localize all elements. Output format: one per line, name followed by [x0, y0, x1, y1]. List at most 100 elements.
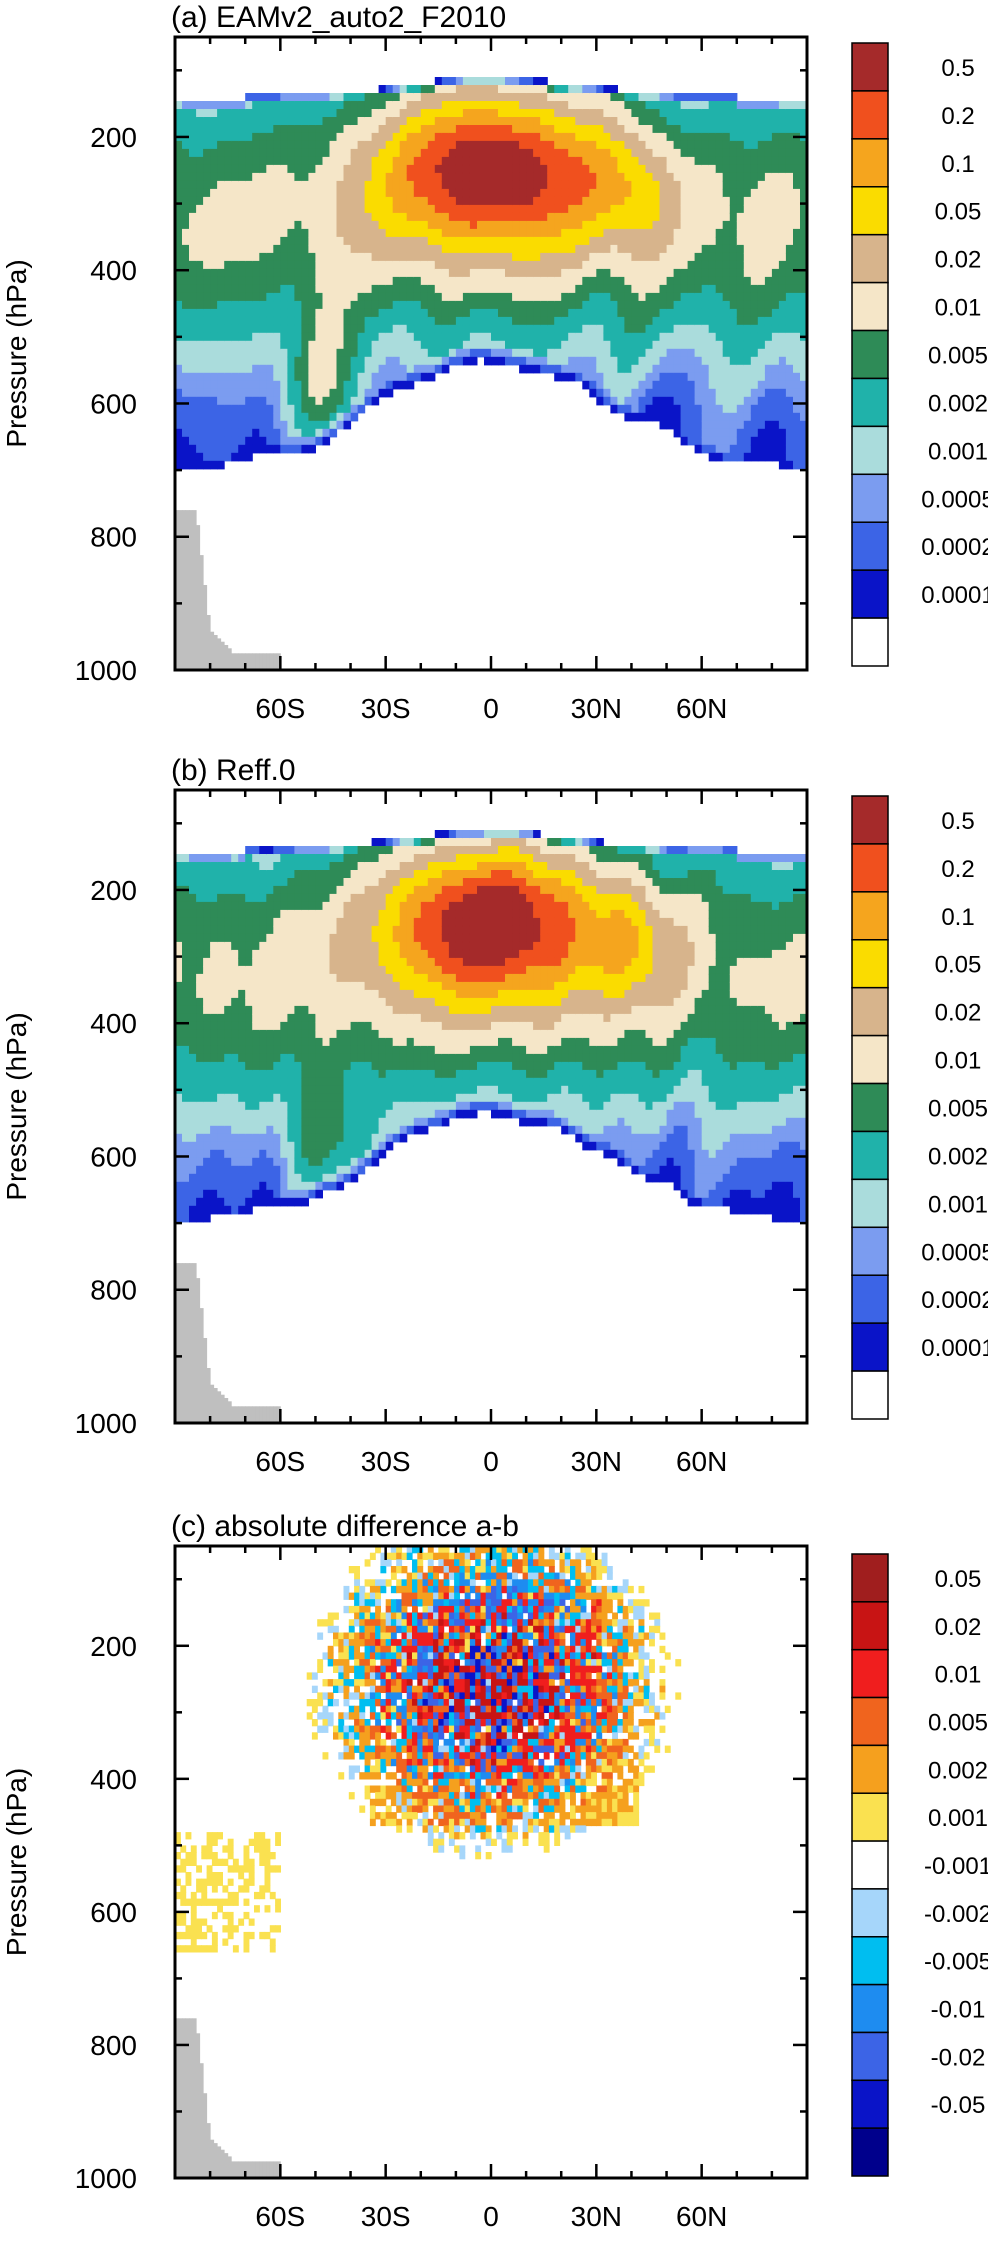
field-cell: [343, 949, 352, 959]
field-cell: [322, 332, 331, 342]
field-cell: [210, 925, 218, 935]
field-cell: [434, 236, 443, 246]
field-cell: [434, 356, 443, 366]
field-cell: [315, 1069, 323, 1079]
field-cell: [315, 1013, 323, 1023]
field-cell: [708, 212, 717, 222]
field-cell: [245, 1013, 253, 1023]
field-cell: [399, 316, 408, 326]
field-cell: [736, 340, 745, 350]
field-cell: [196, 1189, 204, 1199]
field-cell: [652, 348, 661, 358]
field-cell: [294, 212, 302, 222]
field-cell: [196, 140, 204, 150]
field-cell: [392, 101, 401, 110]
field-cell: [301, 1157, 309, 1167]
field-cell: [217, 1013, 225, 1023]
field-cell: [301, 965, 309, 975]
field-cell: [196, 1093, 204, 1103]
field-cell: [420, 180, 429, 190]
field-cell: [582, 125, 590, 134]
field-cell: [182, 973, 190, 983]
field-cell: [519, 148, 527, 158]
field-cell: [252, 1149, 260, 1159]
field-cell: [336, 1125, 345, 1135]
field-cell: [357, 109, 366, 118]
field-cell: [785, 452, 794, 462]
field-cell: [793, 316, 801, 326]
field-cell: [196, 396, 204, 406]
field-cell: [764, 444, 773, 454]
field-cell: [793, 156, 801, 166]
field-cell: [203, 188, 211, 198]
field-cell: [322, 981, 331, 991]
field-cell: [406, 276, 415, 286]
field-cell: [217, 212, 225, 222]
field-cell: [287, 180, 295, 190]
field-cell: [189, 276, 197, 286]
field-cell: [238, 244, 246, 254]
field-cell: [743, 196, 752, 206]
field-cell: [196, 1021, 204, 1031]
field-cell: [680, 244, 689, 254]
field-cell: [491, 292, 499, 302]
field-cell: [554, 220, 562, 230]
field-cell: [196, 452, 204, 462]
field-cell: [420, 260, 429, 270]
field-cell: [512, 188, 520, 198]
field-cell: [603, 348, 611, 358]
field-cell: [722, 420, 731, 430]
field-cell: [336, 1053, 345, 1063]
field-cell: [512, 132, 520, 142]
field-cell: [757, 109, 766, 118]
field-cell: [491, 101, 499, 110]
field-cell: [554, 284, 562, 294]
field-cell: [322, 909, 331, 919]
field-cell: [680, 292, 689, 302]
field-cell: [701, 356, 710, 366]
field-cell: [596, 316, 604, 326]
field-cell: [245, 909, 253, 919]
field-cell: [434, 148, 443, 158]
field-cell: [308, 1077, 316, 1087]
field-cell: [715, 436, 724, 446]
field-cell: [329, 1053, 338, 1063]
field-cell: [793, 212, 801, 222]
field-cell: [231, 428, 239, 438]
field-cell: [189, 1197, 197, 1207]
field-cell: [771, 132, 780, 142]
field-cell: [764, 340, 773, 350]
field-cell: [364, 140, 373, 150]
field-cell: [757, 180, 766, 190]
field-cell: [294, 973, 302, 983]
field-cell: [715, 388, 724, 398]
field-cell: [287, 1157, 295, 1167]
field-cell: [294, 1005, 302, 1015]
field-cell: [315, 348, 323, 358]
field-cell: [301, 933, 309, 943]
field-cell: [322, 1157, 331, 1167]
field-cell: [399, 260, 408, 270]
field-cell: [399, 164, 408, 174]
field-cell: [182, 981, 190, 991]
field-cell: [589, 388, 597, 398]
field-cell: [259, 300, 267, 310]
field-cell: [336, 148, 345, 158]
colorbar-swatch: [851, 186, 889, 236]
field-cell: [238, 1165, 246, 1175]
field-cell: [785, 380, 794, 390]
field-cell: [301, 101, 309, 110]
field-cell: [771, 117, 780, 126]
field-cell: [371, 356, 380, 366]
colorbar-swatch: [851, 569, 889, 619]
field-cell: [350, 276, 359, 286]
field-cell: [596, 276, 604, 286]
field-cell: [308, 364, 316, 374]
field-cell: [217, 1077, 225, 1087]
field-cell: [708, 244, 717, 254]
field-cell: [413, 364, 422, 374]
field-cell: [189, 1189, 197, 1199]
field-cell: [785, 388, 794, 398]
field-cell: [617, 276, 625, 286]
field-cell: [329, 885, 338, 895]
